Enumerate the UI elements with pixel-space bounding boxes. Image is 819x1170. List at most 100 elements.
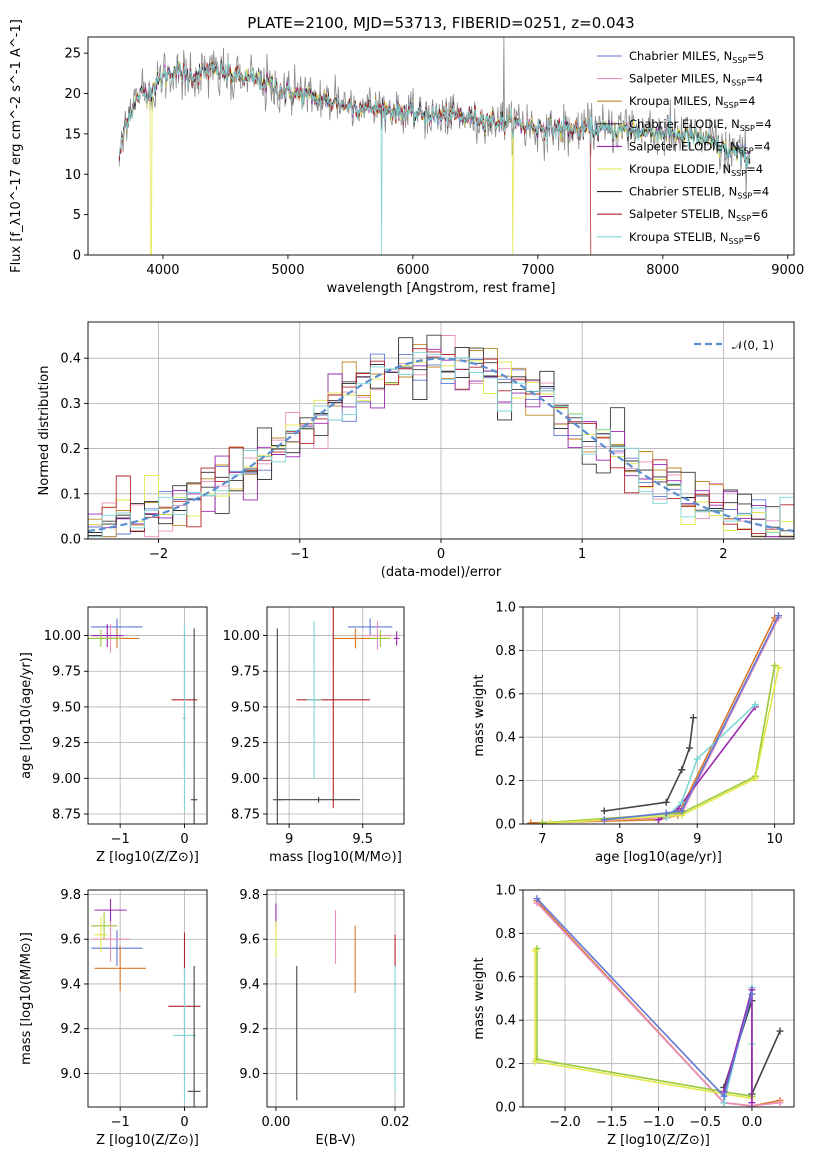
- x-tick-label: −1: [290, 547, 309, 562]
- x-tick-label: −1.5: [596, 1115, 628, 1130]
- weight-series-line: [536, 902, 781, 1107]
- x-tick-label: 0.0: [742, 1115, 763, 1130]
- weight-series-line: [534, 950, 753, 1100]
- y-tick-label: 9.0: [239, 1067, 260, 1082]
- model-spectrum-line: [118, 59, 751, 255]
- y-tick-label: 9.50: [52, 700, 81, 715]
- weight-point-marker: [751, 701, 759, 709]
- errorbar-point: [94, 916, 108, 953]
- chart-title: PLATE=2100, MJD=53713, FIBERID=0251, z=0…: [247, 14, 634, 32]
- mass-vs-z-plot-area: [91, 898, 201, 1107]
- x-tick-label: 9000: [771, 263, 804, 278]
- x-tick-label: 1: [578, 547, 586, 562]
- x-axis-label: Z [log10(Z/Z⊙)]: [96, 850, 199, 865]
- x-tick-label: −2.0: [549, 1115, 581, 1130]
- weight-vs-z-frame: [522, 889, 795, 1108]
- weight-point-marker: [533, 895, 541, 903]
- y-tick-label: 9.4: [239, 977, 260, 992]
- x-tick-label: 10: [766, 832, 783, 847]
- weight-point-marker: [662, 809, 670, 817]
- x-axis-label: age [log10(age/yr)]: [595, 850, 722, 865]
- weight-point-marker: [527, 819, 535, 824]
- x-axis-label: E(B-V): [315, 1133, 355, 1148]
- mass-vs-ebv-frame: [266, 889, 405, 1108]
- y-tick-label: 0: [73, 249, 81, 264]
- x-tick-label: 0: [180, 1115, 188, 1130]
- y-tick-label: 1.0: [495, 601, 516, 616]
- weight-point-marker: [748, 1099, 756, 1107]
- y-tick-label: 9.25: [231, 736, 260, 751]
- y-axis-label: age [log10(age/yr)]: [19, 652, 34, 779]
- y-axis-label: Flux [f_λ10^-17 erg cm^-2 s^-1 A^-1]: [9, 19, 24, 273]
- errorbar-point: [370, 629, 391, 647]
- x-tick-label: 2: [719, 547, 727, 562]
- weight-vs-age-panel: 7 8 9 10 0.0 0.2 0.4 0.6 0.8 1.0 age [log10(age/yr…: [472, 601, 795, 865]
- age-vs-mass-panel: 9 9.5 8.75 9.00 9.25 9.50 9.75 10.00 mass [log10…: [223, 606, 405, 865]
- legend-entry: Kroupa STELIB, NSSP=6: [629, 230, 760, 246]
- x-tick-label: −1: [111, 832, 130, 847]
- weight-point-marker: [531, 947, 539, 955]
- weight-vs-z-panel: −2.0 −1.5 −1.0 −0.5 0.0 0.0 0.2 0.4 0.6 0.8 1.0 Z […: [472, 884, 795, 1148]
- y-axis-label: mass weight: [472, 957, 487, 1039]
- weight-series-line: [542, 617, 780, 824]
- y-tick-label: 20: [64, 87, 81, 102]
- weight-series-line: [536, 948, 753, 1097]
- x-tick-label: 6000: [396, 263, 429, 278]
- errorbar-point: [348, 618, 393, 636]
- y-tick-label: 10: [64, 168, 81, 183]
- y-tick-label: 0.2: [60, 442, 81, 457]
- x-axis-label: mass [log10(M/M⊙)]: [269, 850, 402, 865]
- legend-entry: Salpeter ELODIE, NSSP=4: [629, 139, 771, 155]
- y-tick-label: 0.0: [60, 533, 81, 548]
- y-tick-label: 9.0: [60, 1067, 81, 1082]
- weight-point-marker: [751, 774, 759, 782]
- y-tick-label: 9.00: [231, 772, 260, 787]
- errorbar-point: [190, 628, 198, 824]
- weight-series-line: [665, 704, 756, 819]
- mass-vs-ebv-plot-area: [275, 903, 396, 1101]
- model-spectrum-line: [118, 62, 750, 255]
- age-vs-z-panel: −1 0 8.75 9.00 9.25 9.50 9.75 10.00 Z [log10(Z/Z…: [19, 606, 208, 865]
- normal-reference-curve: [88, 357, 794, 533]
- y-tick-label: 9.00: [52, 772, 81, 787]
- x-tick-label: −0.5: [689, 1115, 721, 1130]
- y-tick-label: 9.8: [60, 888, 81, 903]
- weight-point-marker: [600, 807, 608, 815]
- weight-point-marker: [678, 798, 686, 806]
- y-tick-label: 9.8: [239, 888, 260, 903]
- errorbar-point: [91, 930, 143, 967]
- legend-entry: Salpeter STELIB, NSSP=6: [629, 207, 768, 223]
- weight-point-marker: [776, 1027, 784, 1035]
- y-tick-label: 0.2: [495, 774, 516, 789]
- errorbar-point: [187, 966, 201, 1107]
- weight-series-line: [550, 667, 780, 824]
- weight-point-marker: [538, 819, 546, 824]
- weight-point-marker: [720, 1092, 728, 1100]
- y-tick-label: 25: [64, 47, 81, 62]
- y-tick-label: 0.4: [495, 1014, 516, 1029]
- y-tick-label: 9.75: [52, 665, 81, 680]
- y-tick-label: 5: [73, 208, 81, 223]
- weight-series-line: [604, 717, 695, 812]
- weight-point-marker: [662, 798, 670, 806]
- spectrum-legend: Chabrier MILES, NSSP=5 Salpeter MILES, NS…: [597, 49, 772, 246]
- legend-entry: Kroupa ELODIE, NSSP=4: [629, 162, 763, 178]
- weight-point-marker: [720, 1099, 728, 1107]
- errorbar-point: [91, 916, 130, 962]
- x-tick-label: 0: [437, 547, 445, 562]
- x-tick-label: 7: [538, 832, 546, 847]
- weight-point-marker: [531, 1057, 539, 1065]
- weight-point-marker: [600, 816, 608, 824]
- y-tick-label: 0.1: [60, 487, 81, 502]
- weight-point-marker: [689, 714, 697, 722]
- weight-point-marker: [678, 807, 686, 815]
- y-tick-label: 0.6: [495, 687, 516, 702]
- y-axis-label: Normed distribution: [37, 366, 52, 496]
- legend-entry: Chabrier MILES, NSSP=5: [629, 49, 764, 65]
- x-tick-label: 8: [616, 832, 624, 847]
- mass-vs-z-frame: [87, 889, 208, 1108]
- weight-point-marker: [546, 819, 554, 824]
- y-tick-label: 9.50: [231, 700, 260, 715]
- weight-point-marker: [776, 1099, 784, 1107]
